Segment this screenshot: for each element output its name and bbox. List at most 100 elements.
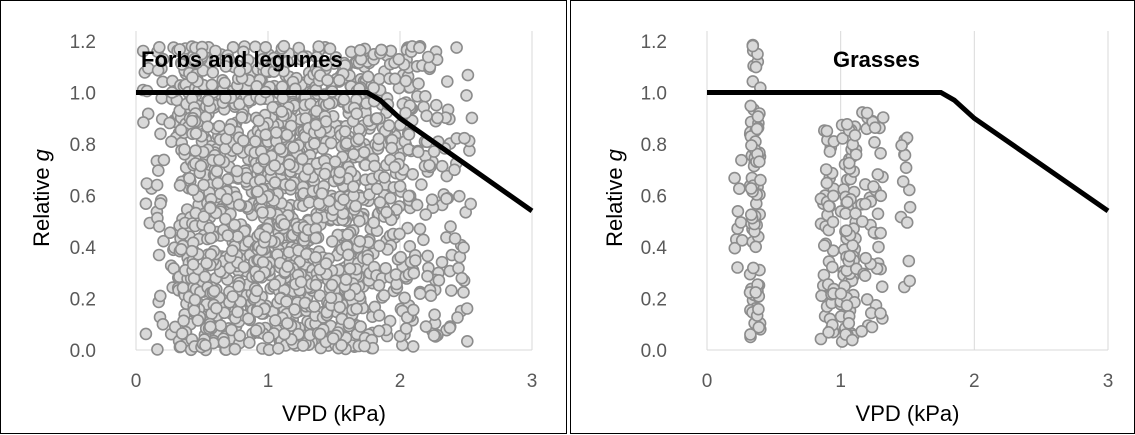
scatter-point bbox=[232, 198, 246, 212]
scatter-point bbox=[451, 311, 464, 324]
scatter-point bbox=[749, 60, 763, 74]
scatter-point bbox=[372, 132, 386, 146]
scatter-point bbox=[259, 128, 273, 141]
y-axis-title: Relative g bbox=[29, 148, 54, 247]
scatter-point bbox=[845, 333, 859, 347]
scatter-point bbox=[388, 72, 402, 86]
scatter-point bbox=[458, 131, 471, 145]
scatter-point bbox=[231, 305, 244, 319]
scatter-point bbox=[448, 232, 462, 245]
scatter-point bbox=[457, 241, 470, 254]
scatter-point bbox=[734, 216, 748, 229]
x-tick-label: 0 bbox=[702, 371, 713, 392]
scatter-point bbox=[189, 144, 202, 157]
scatter-point bbox=[432, 273, 446, 287]
scatter-point bbox=[460, 302, 474, 315]
scatter-point bbox=[825, 260, 839, 274]
scatter-point bbox=[455, 271, 469, 285]
scatter-point bbox=[384, 191, 397, 205]
scatter-point bbox=[840, 195, 854, 209]
scatter-point bbox=[840, 224, 853, 237]
scatter-point bbox=[875, 280, 889, 294]
scatter-point bbox=[202, 94, 215, 107]
scatter-point bbox=[903, 200, 917, 214]
scatter-point bbox=[849, 207, 862, 220]
scatter-point bbox=[206, 66, 220, 79]
scatter-point bbox=[895, 139, 908, 152]
scatter-point bbox=[347, 148, 360, 161]
chart-panel-grasses: 0.0 0.2 0.4 0.6 0.8 1.0 1.2 0 1 2 3 VPD (kPa) Relati… bbox=[570, 0, 1135, 434]
scatter-point bbox=[836, 132, 849, 145]
scatter-point bbox=[163, 226, 177, 239]
scatter-point bbox=[156, 52, 170, 66]
scatter-point bbox=[186, 183, 200, 197]
scatter-point bbox=[373, 239, 386, 253]
scatter-point bbox=[207, 284, 221, 298]
scatter-point bbox=[188, 293, 202, 307]
scatter-point bbox=[427, 329, 441, 342]
chart-forbs-legumes: 0.0 0.2 0.4 0.6 0.8 1.0 1.2 0 1 2 3 VPD (kPa) Relati… bbox=[29, 31, 537, 426]
scatter-point bbox=[318, 167, 332, 181]
scatter-point bbox=[858, 269, 872, 283]
scatter-point bbox=[251, 185, 264, 198]
scatter-point bbox=[868, 121, 882, 134]
scatter-point bbox=[367, 81, 380, 95]
scatter-point bbox=[393, 227, 406, 241]
scatter-point bbox=[233, 64, 246, 78]
scatter-point bbox=[221, 173, 235, 186]
scatter-point bbox=[744, 182, 758, 195]
scatter-point bbox=[320, 59, 333, 72]
scatter-point bbox=[217, 335, 231, 349]
scatter-point bbox=[228, 218, 241, 232]
scatter-point bbox=[902, 254, 916, 268]
chart-title: Forbs and legumes bbox=[141, 47, 343, 72]
scatter-point bbox=[350, 302, 363, 316]
scatter-point bbox=[826, 215, 840, 229]
scatter-point bbox=[840, 299, 854, 312]
scatter-point bbox=[415, 178, 428, 191]
scatter-point bbox=[349, 199, 363, 213]
y-tick-label: 0.6 bbox=[70, 187, 96, 208]
scatter-point bbox=[731, 205, 745, 218]
scatter-point bbox=[871, 207, 885, 221]
scatter-point bbox=[425, 193, 439, 206]
scatter-point bbox=[388, 160, 402, 174]
scatter-point bbox=[728, 171, 741, 185]
scatter-point bbox=[175, 327, 189, 340]
scatter-point bbox=[197, 210, 211, 223]
scatter-point bbox=[325, 235, 339, 248]
scatter-point bbox=[420, 109, 433, 123]
y-tick-label: 0.8 bbox=[70, 135, 96, 156]
scatter-point bbox=[752, 320, 766, 334]
scatter-point bbox=[268, 278, 282, 291]
scatter-point bbox=[281, 316, 294, 330]
scatter-point bbox=[308, 300, 321, 313]
scatter-point bbox=[849, 148, 863, 161]
scatter-point bbox=[460, 89, 473, 102]
scatter-point bbox=[226, 244, 239, 257]
scatter-point bbox=[154, 127, 167, 141]
scatter-point bbox=[747, 261, 760, 275]
scatter-point bbox=[223, 123, 236, 136]
x-tick-label: 0 bbox=[131, 371, 142, 392]
scatter-point bbox=[413, 287, 427, 301]
scatter-point bbox=[865, 320, 879, 334]
scatter-point bbox=[335, 338, 348, 352]
scatter-point bbox=[406, 340, 420, 353]
x-axis-title: VPD (kPa) bbox=[282, 401, 386, 426]
scatter-point bbox=[309, 231, 323, 245]
scatter-point bbox=[333, 300, 347, 314]
scatter-point bbox=[323, 42, 337, 56]
scatter-point bbox=[177, 314, 190, 328]
scatter-point bbox=[175, 58, 189, 71]
scatter-point bbox=[424, 289, 438, 303]
scatter-point bbox=[421, 50, 435, 64]
scatter-point bbox=[399, 106, 412, 120]
scatter-point bbox=[846, 239, 859, 252]
scatter-point bbox=[153, 40, 166, 54]
scatter-point bbox=[151, 64, 165, 77]
scatter-point bbox=[448, 163, 461, 177]
x-tick-label: 1 bbox=[263, 371, 274, 392]
y-tick-label: 0.4 bbox=[70, 238, 97, 259]
scatter-point bbox=[826, 189, 840, 203]
